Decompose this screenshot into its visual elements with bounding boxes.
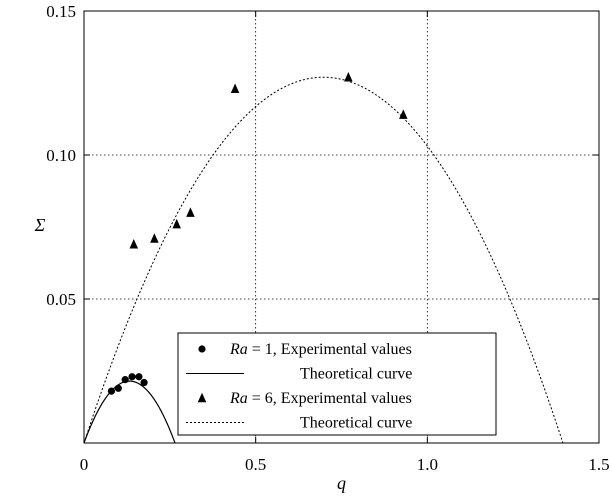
legend-label-italic: Ra [229, 390, 248, 407]
y-axis-label: Σ [34, 215, 46, 235]
data-point-triangle [150, 233, 159, 243]
data-point-triangle [399, 109, 408, 119]
axis-ticks: 0 0.5 1.0 1.5 0.05 0.10 0.15 [46, 2, 609, 474]
data-point-circle [128, 373, 136, 381]
y-tick-label: 0.15 [46, 2, 76, 21]
legend-box [177, 332, 497, 436]
data-point-circle [114, 384, 122, 392]
data-point-circle [135, 373, 143, 381]
plot-frame [83, 10, 600, 444]
data-point-triangle [344, 71, 353, 82]
y-tick-label: 0.10 [46, 146, 76, 165]
data-point-circle [107, 387, 116, 395]
legend-label: Ra = 6, Experimental values [229, 390, 412, 407]
legend-label: Ra = 1, Experimental values [229, 341, 412, 358]
x-tick-label: 0 [80, 455, 89, 474]
legend-label-rest: = 6, Experimental values [248, 390, 412, 407]
legend-label: Theoretical curve [300, 415, 412, 432]
x-tick-label: 0.5 [245, 455, 266, 474]
data-point-triangle [186, 207, 195, 217]
data-point-triangle [129, 239, 139, 249]
theoretical-curve-dotted [83, 76, 564, 444]
x-axis-label: q [337, 473, 346, 493]
data-point-circle [140, 378, 148, 387]
legend: Ra = 1, Experimental values Theoretical c… [177, 332, 497, 436]
legend-label-italic: Ra [229, 341, 248, 358]
y-tick-label: 0.05 [46, 290, 76, 309]
data-point-triangle [230, 83, 240, 94]
legend-label-rest: = 1, Experimental values [248, 341, 412, 358]
data-point-circle [121, 376, 129, 384]
theoretical-curves [83, 76, 564, 444]
legend-marker [198, 345, 206, 353]
theoretical-curve-solid [83, 380, 176, 444]
x-tick-label: 1.0 [417, 455, 438, 474]
legend-label: Theoretical curve [300, 366, 412, 383]
legend-marker [197, 392, 207, 403]
data-markers [107, 71, 408, 395]
data-point-triangle [172, 218, 181, 229]
x-tick-label: 1.5 [588, 455, 609, 474]
